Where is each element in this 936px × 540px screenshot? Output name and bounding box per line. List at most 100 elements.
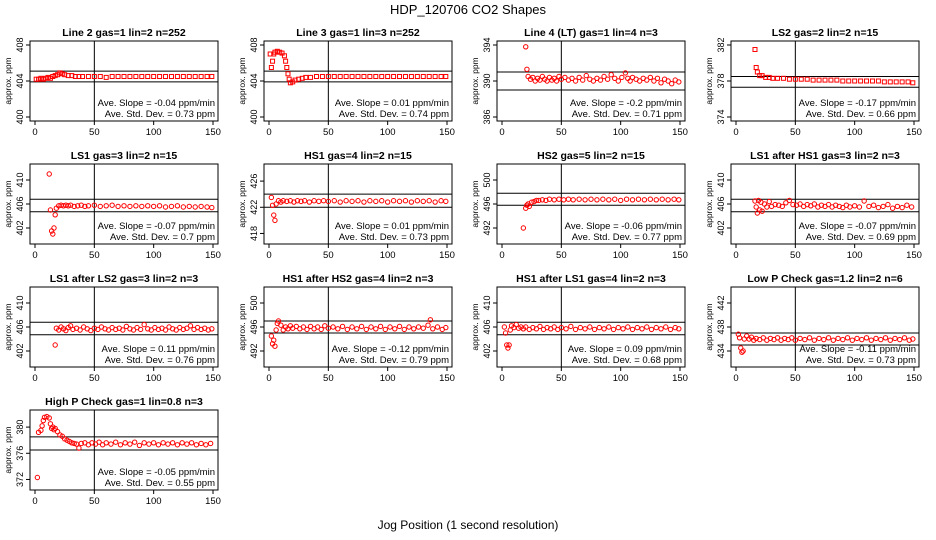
data-point: [103, 203, 109, 209]
y-axis-label: approx. ppm: [470, 303, 480, 350]
slope-annotation: Ave. Slope = 0.01 ppm/min: [335, 221, 449, 232]
x-tick-label: 100: [847, 127, 863, 138]
data-point: [648, 326, 655, 333]
data-point: [600, 196, 606, 202]
data-point: [117, 442, 124, 448]
data-point: [165, 441, 171, 447]
data-point: [783, 200, 789, 206]
data-point: [887, 337, 893, 343]
data-point: [330, 324, 336, 330]
chart-title: LS1 after HS1 gas=3 lin=2 n=3: [750, 150, 900, 162]
y-tick-label: 500: [482, 172, 492, 187]
y-tick-label: 406: [716, 196, 726, 211]
data-point: [816, 77, 822, 83]
data-point: [432, 74, 438, 79]
chart-panel: Low P Check gas=1.2 lin=2 n=6 0 50 100 150 43…: [704, 273, 922, 384]
data-point: [420, 325, 426, 331]
y-tick-label: 438: [716, 319, 726, 334]
x-tick-label: 50: [323, 127, 334, 138]
x-tick-label: 0: [32, 127, 37, 138]
data-point: [373, 198, 379, 205]
data-point: [753, 65, 759, 70]
plot-frame: [263, 163, 453, 245]
data-point: [319, 74, 325, 79]
y-tick-label: 410: [482, 295, 492, 310]
chart-title: Line 3 gas=1 lin=3 n=252: [296, 27, 420, 39]
data-point: [122, 440, 128, 446]
data-point: [91, 202, 98, 208]
data-point: [179, 440, 185, 446]
y-tick-label: 380: [15, 420, 25, 435]
chart-title: Line 2 gas=1 lin=2 n=252: [62, 27, 186, 39]
data-point: [875, 204, 882, 211]
y-tick-label: 390: [482, 73, 492, 88]
data-point: [854, 335, 860, 342]
data-point: [570, 197, 576, 203]
x-tick-label: 0: [266, 373, 271, 384]
data-point: [676, 79, 682, 85]
slope-annotation: Ave. Slope = -0.11 ppm/min: [799, 344, 916, 355]
data-point: [361, 199, 367, 205]
y-tick-label: 408: [15, 37, 25, 52]
data-point: [337, 199, 343, 205]
data-point: [325, 325, 332, 331]
y-axis-label: approx. ppm: [704, 180, 714, 227]
data-point: [606, 324, 612, 330]
data-point: [825, 335, 832, 341]
data-point: [163, 74, 169, 79]
data-point: [272, 217, 278, 224]
data-point: [579, 77, 586, 83]
data-point: [174, 203, 181, 209]
std-dev-annotation: Ave. Std. Dev. = 0.73 ppm: [806, 355, 916, 366]
data-point: [663, 324, 669, 330]
data-point: [789, 335, 795, 341]
data-point: [65, 203, 71, 209]
data-point: [438, 198, 444, 204]
data-point: [572, 78, 579, 84]
chart-title: HS1 after HS2 gas=4 lin=2 n=3: [283, 273, 434, 285]
data-point: [443, 198, 449, 205]
data-point: [537, 323, 543, 330]
data-point: [901, 335, 908, 341]
data-point: [112, 439, 119, 445]
data-point: [752, 198, 758, 204]
data-point: [878, 336, 884, 343]
data-point: [775, 75, 781, 81]
data-point: [568, 323, 574, 330]
std-dev-annotation: Ave. Std. Dev. = 0.55 ppm: [105, 478, 215, 489]
data-point: [180, 74, 186, 79]
std-dev-annotation: Ave. Std. Dev. = 0.74 ppm: [339, 109, 449, 120]
y-tick-label: 372: [15, 472, 25, 487]
data-point: [145, 74, 151, 79]
data-point: [278, 322, 284, 328]
std-dev-annotation: Ave. Std. Dev. = 0.7 ppm: [110, 232, 215, 243]
data-point: [780, 75, 786, 81]
data-point: [766, 198, 772, 205]
y-tick-label: 376: [15, 446, 25, 461]
data-point: [109, 202, 115, 208]
data-point: [539, 197, 546, 203]
data-point: [198, 440, 204, 447]
y-tick-label: 400: [249, 109, 259, 124]
data-point: [408, 199, 415, 205]
data-point: [894, 203, 901, 210]
std-dev-annotation: Ave. Std. Dev. = 0.68 ppm: [572, 355, 682, 366]
y-tick-label: 496: [482, 196, 492, 211]
chart-panel: Line 3 gas=1 lin=3 n=252 0 50 100 150 400 404 4…: [237, 27, 455, 138]
data-point: [792, 337, 799, 343]
y-tick-label: 402: [15, 220, 25, 235]
data-point: [377, 323, 384, 330]
data-point: [502, 330, 509, 336]
x-tick-label: 100: [847, 250, 863, 261]
data-point: [802, 336, 808, 343]
data-point: [415, 324, 422, 330]
x-tick-label: 150: [205, 373, 221, 384]
data-point: [52, 212, 58, 218]
x-tick-label: 0: [32, 496, 37, 507]
data-point: [322, 323, 328, 329]
data-point: [420, 74, 426, 79]
data-point: [659, 196, 665, 202]
data-point: [204, 204, 210, 210]
data-point: [390, 198, 397, 204]
data-point: [281, 53, 287, 59]
